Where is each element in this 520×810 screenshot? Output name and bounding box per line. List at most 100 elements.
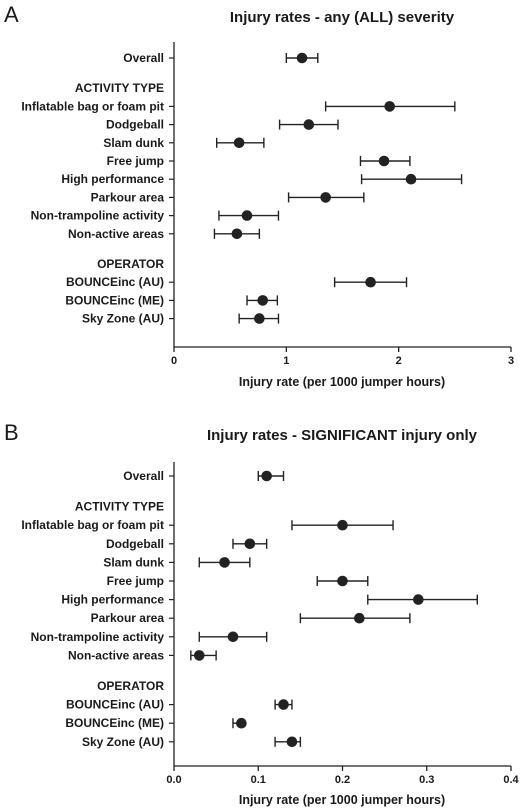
estimate-marker-group: [215, 137, 265, 149]
estimate-marker-group: [274, 699, 293, 710]
point-estimate: [337, 519, 348, 531]
category-label: BOUNCEinc (ME): [65, 716, 164, 730]
estimate-marker-group: [360, 173, 463, 185]
category-label: High performance: [61, 593, 164, 607]
estimate-marker-group: [324, 101, 456, 112]
estimate-marker-group: [232, 717, 247, 729]
point-estimate: [365, 276, 376, 288]
category-label: Slam dunk: [103, 136, 164, 150]
point-estimate: [320, 192, 331, 203]
point-estimate: [286, 736, 298, 748]
category-label: Slam dunk: [103, 555, 164, 569]
panel-a: A Injury rates - any (ALL) severity Over…: [4, 2, 514, 389]
point-estimate: [413, 594, 424, 605]
section-heading: OPERATOR: [97, 679, 164, 693]
point-estimate: [384, 101, 395, 112]
estimate-marker-group: [291, 519, 394, 531]
estimate-marker-group: [299, 612, 411, 624]
point-estimate: [354, 612, 365, 624]
point-estimate: [405, 173, 417, 185]
x-tick-label: 3: [508, 355, 514, 367]
category-label: Non-trampoline activity: [31, 630, 165, 644]
panel-b-data-marks: [190, 470, 478, 748]
point-estimate: [337, 575, 348, 587]
point-estimate: [227, 631, 239, 643]
section-heading: ACTIVITY TYPE: [75, 500, 164, 514]
category-label: Non-active areas: [68, 227, 164, 241]
category-label: Overall: [123, 51, 164, 65]
estimate-marker-group: [218, 210, 280, 221]
point-estimate: [236, 717, 247, 729]
panel-letter-a: A: [4, 2, 19, 27]
category-label: Dodgeball: [106, 118, 164, 132]
category-label: Inflatable bag or foam pit: [21, 99, 164, 113]
panel-a-x-ticks: 0 1 2 3: [171, 347, 514, 367]
category-label: Overall: [123, 469, 164, 483]
point-estimate: [296, 52, 308, 64]
point-estimate: [257, 295, 269, 306]
point-estimate: [219, 557, 230, 568]
category-label: Free jump: [107, 154, 164, 168]
estimate-marker-group: [333, 276, 408, 288]
category-label: BOUNCEinc (ME): [65, 293, 164, 307]
panel-b-category-labels: Overall ACTIVITY TYPE Inflatable bag or fo…: [21, 469, 164, 749]
category-label: Inflatable bag or foam pit: [21, 518, 164, 532]
x-tick-label: 1: [283, 355, 289, 367]
estimate-marker-group: [198, 631, 268, 643]
estimate-marker-group: [285, 52, 319, 64]
point-estimate: [303, 119, 315, 130]
estimate-marker-group: [287, 192, 365, 203]
panel-a-axes: [169, 42, 511, 348]
estimate-marker-group: [190, 650, 217, 661]
estimate-marker-group: [367, 594, 478, 605]
point-estimate: [233, 137, 245, 149]
panel-b: B Injury rates - SIGNIFICANT injury only…: [4, 420, 520, 807]
estimate-marker-group: [213, 228, 261, 240]
category-label: Non-active areas: [68, 648, 164, 662]
panel-b-axes: [169, 462, 511, 767]
point-estimate: [241, 210, 253, 221]
point-estimate: [378, 155, 390, 167]
x-tick-label: 0.2: [335, 774, 350, 786]
point-estimate: [254, 313, 265, 324]
estimate-marker-group: [278, 119, 339, 130]
section-heading: ACTIVITY TYPE: [75, 81, 164, 95]
estimate-marker-group: [274, 736, 302, 748]
estimate-marker-group: [316, 575, 369, 587]
panel-b-x-ticks: 0.0 0.1 0.2 0.3 0.4: [166, 766, 520, 786]
category-label: Parkour area: [91, 190, 165, 204]
point-estimate: [278, 699, 289, 710]
x-tick-label: 0.3: [419, 774, 434, 786]
panel-a-category-labels: Overall ACTIVITY TYPE Inflatable bag or fo…: [21, 51, 164, 326]
category-label: Parkour area: [91, 611, 165, 625]
x-tick-label: 0.4: [503, 774, 519, 786]
panel-a-title: Injury rates - any (ALL) severity: [230, 9, 455, 26]
x-tick-label: 0.0: [166, 774, 181, 786]
estimate-marker-group: [238, 313, 280, 324]
x-tick-label: 0: [171, 355, 177, 367]
category-label: High performance: [61, 172, 164, 186]
category-label: BOUNCEinc (AU): [66, 275, 164, 289]
category-label: Free jump: [107, 574, 164, 588]
category-label: Non-trampoline activity: [31, 209, 165, 223]
panel-b-title: Injury rates - SIGNIFICANT injury only: [207, 427, 478, 444]
point-estimate: [193, 650, 205, 661]
section-heading: OPERATOR: [97, 257, 164, 271]
panel-a-x-axis-title: Injury rate (per 1000 jumper hours): [239, 375, 445, 389]
category-label: BOUNCEinc (AU): [66, 698, 164, 712]
point-estimate: [231, 228, 243, 240]
x-tick-label: 0.1: [251, 774, 266, 786]
estimate-marker-group: [257, 470, 285, 482]
panel-a-data-marks: [213, 52, 463, 324]
panel-b-x-axis-title: Injury rate (per 1000 jumper hours): [239, 793, 445, 807]
panel-letter-b: B: [4, 420, 19, 445]
estimate-marker-group: [359, 155, 411, 167]
point-estimate: [261, 470, 272, 482]
estimate-marker-group: [232, 538, 268, 550]
category-label: Sky Zone (AU): [82, 735, 164, 749]
point-estimate: [244, 538, 256, 550]
category-label: Dodgeball: [106, 537, 164, 551]
estimate-marker-group: [198, 557, 251, 568]
x-tick-label: 2: [396, 355, 402, 367]
